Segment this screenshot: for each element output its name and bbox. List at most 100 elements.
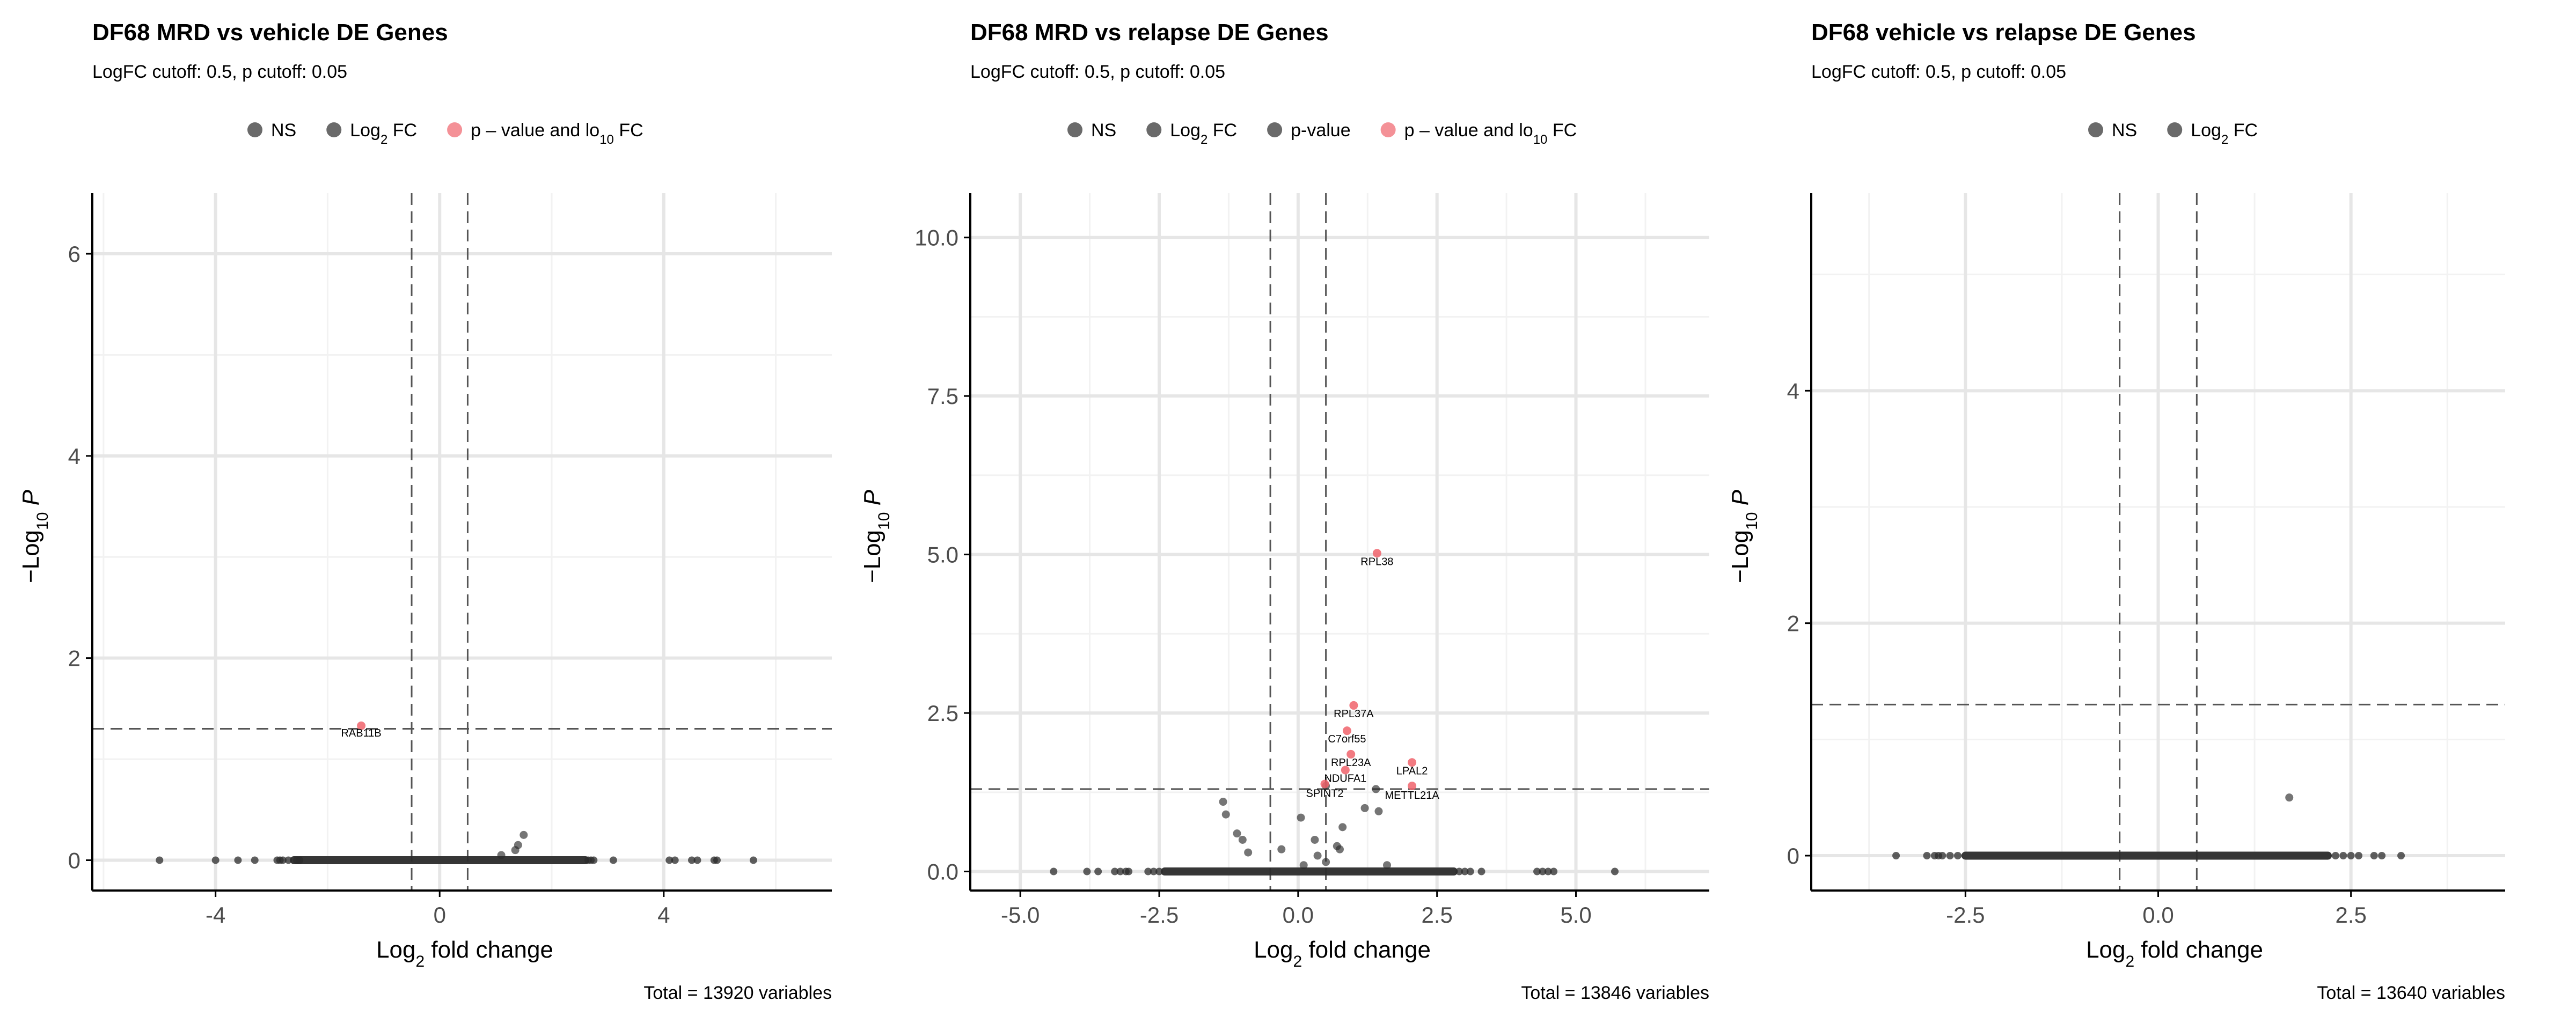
ns-point <box>1322 858 1330 866</box>
gene-label: RPL23A <box>1331 757 1371 769</box>
ns-point <box>1360 804 1369 812</box>
ns-point <box>1466 867 1474 876</box>
ns-point <box>1946 852 1954 859</box>
x-tick-label: 2.5 <box>2335 902 2366 928</box>
y-tick-label: 4 <box>1787 378 1799 403</box>
sig-point <box>1408 758 1417 767</box>
ns-point <box>1383 861 1392 870</box>
y-tick-label: 2 <box>68 646 80 671</box>
gene-label: METTL21A <box>1385 790 1440 801</box>
ns-point <box>688 856 696 864</box>
ns-point <box>665 856 674 864</box>
ns-point <box>609 856 617 864</box>
ns-point <box>2397 852 2405 859</box>
legend-label-2: Log2 FC <box>1170 120 1237 147</box>
gene-label: RAB11B <box>341 727 381 739</box>
ns-point <box>1313 851 1322 860</box>
panel-2-title: DF68 MRD vs relapse DE Genes <box>970 19 1329 46</box>
legend-key-2 <box>326 122 342 137</box>
x-tick-label: 0 <box>434 902 446 928</box>
panel-3-title: DF68 vehicle vs relapse DE Genes <box>1811 19 2196 46</box>
legend-label-1: NS <box>2112 120 2137 141</box>
ns-point <box>1299 861 1308 870</box>
ns-point <box>2285 793 2294 802</box>
ns-point <box>1144 867 1152 876</box>
ns-point <box>1150 867 1158 876</box>
ns-point <box>1238 835 1247 844</box>
ns-point <box>671 856 679 864</box>
y-tick-label: 2.5 <box>927 701 958 726</box>
ns-point <box>1923 852 1931 859</box>
legend-key-1 <box>247 122 262 137</box>
ns-point <box>1244 848 1253 857</box>
ns-point <box>1539 867 1547 876</box>
panel-1-legend: NS Log2 FC p – value and lo10 FC <box>247 120 643 147</box>
ns-point <box>1050 867 1058 876</box>
ns-point <box>1125 867 1133 876</box>
ns-point <box>590 856 598 864</box>
sig-point <box>1408 782 1417 790</box>
panel-2: DF68 MRD vs relapse DE Genes LogFC cutof… <box>859 19 1709 1003</box>
ns-point <box>1477 867 1485 876</box>
sig-point <box>1342 726 1351 735</box>
y-tick-label: 4 <box>68 444 80 469</box>
x-tick-label: 5.0 <box>1560 902 1591 928</box>
sig-point <box>1349 701 1358 710</box>
sig-point <box>1341 766 1350 775</box>
ns-point <box>1338 823 1347 832</box>
legend-key-2 <box>2167 122 2183 137</box>
ns-point <box>1533 867 1541 876</box>
legend-key-3 <box>1267 122 1283 137</box>
y-tick-label: 5.0 <box>927 542 958 568</box>
ns-point <box>2378 852 2386 859</box>
sig-point <box>1346 749 1356 759</box>
panel-2-plot-area: RPL38 RPL37A C7orf55 RPL23A NDUFA1 LPAL2 SPINT… <box>914 193 1709 928</box>
gene-label: SPINT2 <box>1306 788 1344 799</box>
ns-point <box>2331 852 2339 859</box>
ns-point <box>296 856 304 864</box>
gene-label: NDUFA1 <box>1324 772 1366 784</box>
y-tick-label: 6 <box>68 241 80 267</box>
panel-1: DF68 MRD vs vehicle DE Genes LogFC cutof… <box>18 19 832 1003</box>
ns-point <box>1311 835 1319 844</box>
sig-point <box>1320 779 1329 789</box>
gene-label: C7orf55 <box>1328 733 1366 745</box>
ns-point <box>1892 852 1900 859</box>
panel-3-y-axis-label: −Log10 P <box>1727 489 1761 583</box>
legend-key-3 <box>447 122 463 137</box>
x-tick-label: 2.5 <box>1421 902 1452 928</box>
panel-2-subtitle: LogFC cutoff: 0.5, p cutoff: 0.05 <box>970 62 1225 82</box>
ns-point <box>1233 829 1241 838</box>
panel-1-plot-area: RAB11B -4 0 4 0 2 4 6 <box>68 193 832 928</box>
ns-point <box>234 856 242 864</box>
gene-label: LPAL2 <box>1396 765 1428 777</box>
ns-point <box>713 856 721 864</box>
x-tick-label: -4 <box>206 902 225 928</box>
ns-point <box>156 856 164 864</box>
gene-label: RPL38 <box>1360 556 1393 568</box>
ns-point <box>1455 867 1463 876</box>
ns-point <box>1938 852 1946 859</box>
panel-1-subtitle: LogFC cutoff: 0.5, p cutoff: 0.05 <box>92 62 347 82</box>
ns-point <box>1297 813 1305 822</box>
legend-key-2 <box>1146 122 1162 137</box>
legend-label-2: Log2 FC <box>2191 120 2258 147</box>
x-tick-label: 0.0 <box>2142 902 2174 928</box>
ns-point <box>1611 867 1619 876</box>
legend-label-3: p – value and lo10 FC <box>471 120 643 147</box>
ns-point <box>1336 845 1344 854</box>
sig-point <box>1372 549 1381 558</box>
panel-3-plot-area: -2.5 0.0 2.5 0 2 4 <box>1787 193 2505 928</box>
x-tick-label: -2.5 <box>1140 902 1179 928</box>
panel-3-caption: Total = 13640 variables <box>2317 983 2505 1003</box>
legend-label-2: Log2 FC <box>350 120 417 147</box>
ns-point <box>284 856 292 864</box>
ns-point <box>511 846 519 855</box>
legend-label-3: p-value <box>1291 120 1351 141</box>
x-tick-label: 0.0 <box>1283 902 1314 928</box>
legend-label-1: NS <box>1091 120 1116 141</box>
panel-1-x-axis-label: Log2 fold change <box>376 937 553 970</box>
ns-point <box>251 856 259 864</box>
ns-point <box>749 856 757 864</box>
